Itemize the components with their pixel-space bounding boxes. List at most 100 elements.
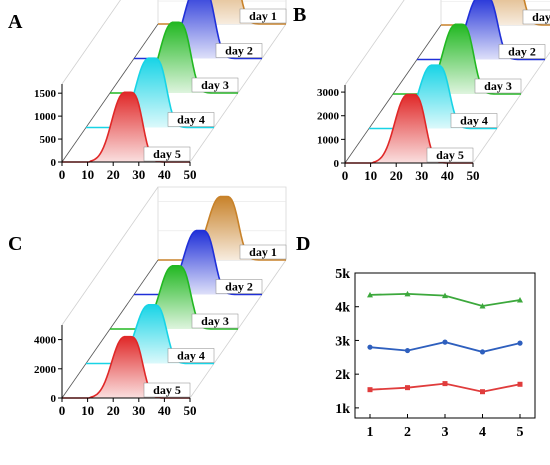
x-tick-label: 5: [517, 425, 524, 440]
day-label-box: [215, 279, 263, 294]
data-point: [517, 296, 523, 303]
x-tick-label: 4: [479, 425, 486, 440]
day-label: day 2: [508, 45, 536, 59]
y-tick-label: 5k: [335, 267, 350, 282]
series-area: [110, 22, 238, 93]
x-tick-label: 10: [81, 403, 94, 418]
y-tick-label: 3k: [335, 334, 350, 349]
day-label-box: [191, 313, 239, 329]
data-point: [367, 291, 373, 298]
x-tick-label: 20: [107, 167, 120, 182]
day-label-box: [191, 77, 239, 93]
day-label: day 5: [436, 148, 464, 162]
series-line: [134, 229, 262, 296]
data-point: [367, 344, 373, 350]
y-tick-label: 0: [334, 158, 340, 170]
x-tick-label: 40: [158, 167, 171, 182]
y-tick-label: 2k: [335, 368, 350, 383]
x-tick-label: 50: [184, 167, 197, 182]
x-tick-label: 50: [184, 403, 197, 418]
series-area: [62, 336, 190, 398]
y-tick-label: 1500: [34, 88, 57, 100]
day-label: day 2: [225, 280, 253, 294]
series-line: [110, 265, 238, 330]
panel-label: C: [8, 233, 22, 255]
data-point: [367, 387, 373, 393]
x-tick-label: 3: [442, 425, 449, 440]
day-label-box: [522, 9, 550, 25]
data-point: [479, 349, 486, 355]
x-tick-label: 10: [364, 168, 377, 183]
day-label-box: [239, 8, 287, 24]
day-label: day 4: [177, 349, 205, 363]
y-tick-label: 1000: [34, 111, 57, 123]
panel-label: A: [8, 11, 23, 33]
y-tick-label: 500: [40, 134, 57, 146]
panel-d: D 1 2 3 4 5 1k 2k 3k 4k 5k: [296, 233, 536, 440]
day-label: day 5: [153, 147, 181, 161]
day-label-box: [143, 146, 191, 162]
series-line: [86, 57, 214, 129]
series-area: [134, 230, 262, 295]
y-tick-label: 2000: [34, 364, 57, 376]
series-area: [86, 304, 214, 364]
data-point: [442, 292, 448, 299]
left-wall-top-edge: [61, 0, 121, 85]
back-wall: [157, 186, 287, 260]
day-label-box: [450, 113, 498, 128]
day-label: day 3: [201, 78, 229, 92]
x-tick-label: 40: [441, 168, 454, 183]
day-label-box: [239, 244, 287, 260]
x-tick-label: 50: [467, 168, 480, 183]
day-label-box: [474, 78, 522, 94]
series-area: [110, 265, 238, 329]
y-tick-label: 1k: [335, 402, 350, 417]
x-tick-label: 30: [132, 403, 145, 418]
x-tick-label: 30: [415, 168, 428, 183]
data-point: [405, 385, 410, 391]
x-tick-label: 0: [59, 167, 66, 182]
day-label: day 3: [484, 79, 512, 93]
data-point: [442, 381, 448, 387]
x-tick-label: 30: [132, 167, 145, 182]
data-point: [479, 303, 486, 309]
series-area: [86, 58, 214, 128]
day-label: day 3: [201, 314, 229, 328]
day-label: day 2: [225, 44, 253, 58]
series-area: [62, 92, 190, 162]
y-tick-label: 3000: [317, 87, 340, 99]
series-area: [158, 196, 286, 260]
data-point: [517, 381, 523, 387]
day-label-box: [426, 147, 474, 163]
x-tick-label: 40: [158, 403, 171, 418]
x-tick-label: 2: [404, 425, 411, 440]
series-area: [417, 0, 545, 60]
data-point: [517, 340, 523, 346]
day-label: day 1: [532, 10, 550, 24]
day-label-box: [215, 43, 263, 58]
day-label-box: [167, 348, 215, 363]
y-tick-label: 4000: [34, 335, 57, 347]
x-tick-label: 20: [107, 403, 120, 418]
left-wall-top-edge: [61, 186, 159, 326]
x-tick-label: 0: [342, 168, 349, 183]
day-label: day 1: [249, 9, 277, 23]
day-label-box: [143, 382, 191, 398]
series-line: [158, 195, 286, 261]
y-tick-label: 4k: [335, 301, 350, 316]
x-tick-label: 10: [81, 167, 94, 182]
day-label: day 1: [249, 245, 277, 259]
x-tick-label: 1: [367, 425, 374, 440]
x-tick-label: 20: [390, 168, 403, 183]
data-point: [404, 290, 411, 297]
panel-label: B: [293, 4, 306, 26]
series-area: [158, 0, 286, 24]
series-area: [369, 65, 497, 129]
x-tick-label: 0: [59, 403, 66, 418]
day-label: day 5: [153, 383, 181, 397]
series-area: [393, 24, 521, 94]
day-label: day 4: [460, 114, 488, 128]
